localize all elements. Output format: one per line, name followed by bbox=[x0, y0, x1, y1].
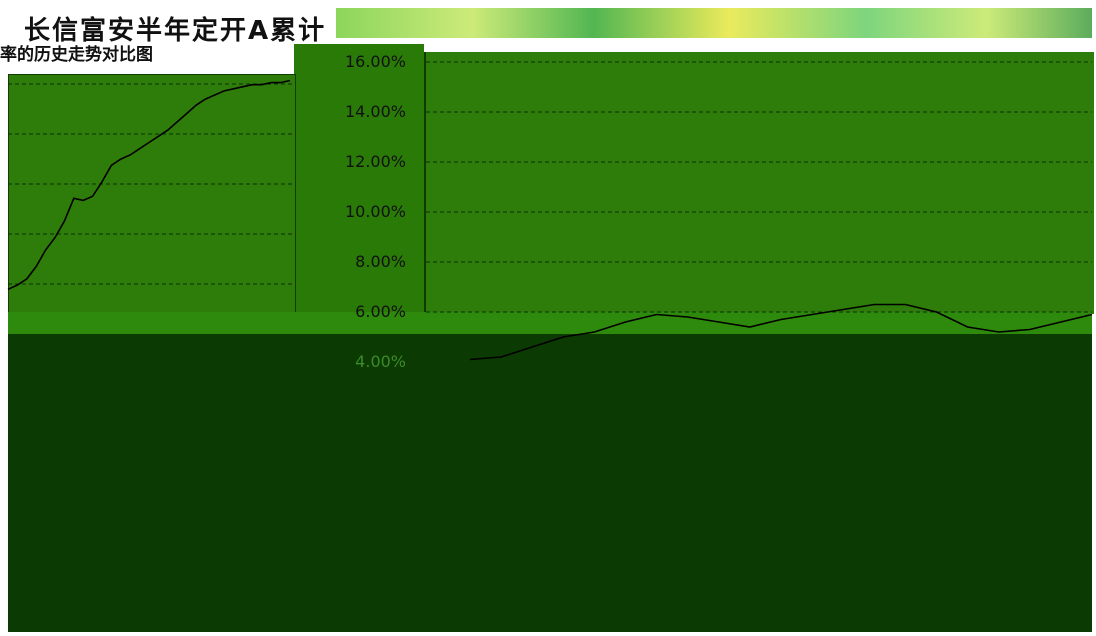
y-tick-label: 12.00% bbox=[344, 152, 406, 171]
right-chart-panel bbox=[424, 52, 1094, 314]
left-series-line bbox=[7, 79, 291, 291]
middle-gap-panel bbox=[294, 44, 424, 314]
y-tick-label: 6.00% bbox=[355, 302, 406, 321]
left-chart-panel bbox=[8, 74, 296, 316]
separator-band bbox=[8, 312, 1092, 334]
page-title: 长信富安半年定开A累计 bbox=[24, 16, 327, 46]
right-series-line bbox=[469, 303, 1093, 361]
y-tick-label: 4.00% bbox=[355, 352, 406, 371]
y-tick-label: 14.00% bbox=[344, 102, 406, 121]
bottom-dark-panel bbox=[8, 334, 1092, 632]
y-tick-label: 16.00% bbox=[344, 52, 406, 71]
chart-subtitle: 率的历史走势对比图 bbox=[0, 45, 153, 65]
y-tick-label: 10.00% bbox=[344, 202, 406, 221]
title-noise-band bbox=[336, 8, 1092, 38]
y-tick-label: 8.00% bbox=[355, 252, 406, 271]
